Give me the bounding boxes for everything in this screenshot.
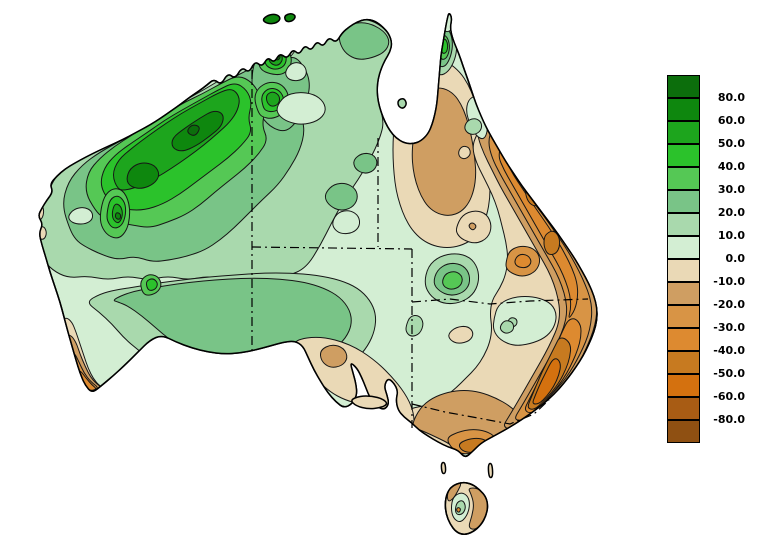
contour-region-pilbara-60-80-west (126, 162, 160, 189)
contour-region-pilbara-above-80 (187, 124, 200, 136)
contour-region-darwin-50-60 (268, 51, 283, 66)
legend-label-60.0: 60.0 (717, 114, 745, 127)
legend-cell-minus80 (667, 397, 700, 420)
contour-hole-arnhem-light (285, 62, 307, 82)
contour-region-qld-coast-minus60-a (530, 184, 542, 200)
state-border-26s (251, 246, 413, 250)
legend-label-50.0: 50.0 (717, 137, 745, 150)
contour-dot-tas-dark (456, 507, 461, 513)
legend-label--60.0: -60.0 (713, 390, 745, 403)
legend-cell-20-to-30 (667, 190, 700, 213)
legend-label--80.0: -80.0 (713, 413, 745, 426)
legend-label-0.0: 0.0 (725, 252, 746, 265)
legend-cell-minus60 (667, 374, 700, 397)
legend-label-10.0: 10.0 (717, 229, 745, 242)
contour-hole-nt-south-light (332, 210, 361, 235)
kangaroo-island (351, 395, 388, 410)
flinders-island (487, 462, 494, 479)
contour-dot-green-b (499, 320, 515, 334)
contour-hole-qld-light-dot (458, 145, 471, 160)
king-island (440, 461, 447, 475)
contour-region-swa-dot-40-50 (145, 278, 158, 291)
contour-region-qld-mid-tan-b (448, 325, 474, 344)
contour-region-nt-patch-a (324, 182, 358, 211)
contour-region-qld-coast-minus50-b (543, 230, 561, 256)
tiwi-island-east (284, 13, 296, 23)
legend-cell-50-to-60 (667, 121, 700, 144)
contour-region-wa-bullseye-60-80 (114, 212, 122, 220)
legend-cell-10-to-20 (667, 213, 700, 236)
legend-label--40.0: -40.0 (713, 344, 745, 357)
contour-region-nt-patch-b (353, 152, 378, 174)
coastline-outline (38, 12, 598, 458)
legend-cell-minus30 (667, 305, 700, 328)
state-border-murray (411, 399, 550, 425)
contour-region-cairns-green-ellipse (464, 118, 483, 135)
legend-cell-0-to-10 (667, 236, 700, 259)
tasmania-outline (444, 481, 489, 535)
legend-cell-30-to-40 (667, 167, 700, 190)
legend-cell-minus20 (667, 282, 700, 305)
tiwi-island-west (262, 13, 281, 25)
mainland-contour-layers (39, 13, 598, 455)
groote-eylandt (397, 98, 407, 109)
legend-label-20.0: 20.0 (717, 206, 745, 219)
legend-label-40.0: 40.0 (717, 160, 745, 173)
legend-cell-minus40 (667, 328, 700, 351)
legend-label--30.0: -30.0 (713, 321, 745, 334)
state-border-qld-nsw (411, 298, 589, 305)
legend-label--20.0: -20.0 (713, 298, 745, 311)
legend-cell-below-80 (667, 420, 700, 443)
contour-region-nsw-minus60-core (532, 358, 561, 405)
contour-dot-green-a (405, 314, 424, 337)
legend-label-30.0: 30.0 (717, 183, 745, 196)
legend-cell-minus10-0 (667, 259, 700, 282)
legend-cell-above-80 (667, 75, 700, 98)
contour-region-sharkbay-tan-a (39, 202, 45, 222)
contour-dot-qld-mid-tan (468, 222, 477, 231)
contour-hole-nt-light (276, 92, 326, 125)
legend-cell-40-to-50 (667, 144, 700, 167)
contour-region-inland-minus40-core (514, 253, 532, 269)
legend-label-80.0: 80.0 (717, 91, 745, 104)
contour-region-arnhem-20-30 (338, 22, 390, 60)
legend-cell-minus50 (667, 351, 700, 374)
tasmania-contour-layers (446, 482, 488, 530)
contour-hole-wa-light (68, 207, 94, 225)
legend-cell-60-to-80 (667, 98, 700, 121)
contour-region-tas-green-core (455, 500, 466, 516)
legend-label--50.0: -50.0 (713, 367, 745, 380)
contour-region-eastcoast-minus40-qld (498, 145, 579, 318)
contour-region-eyre-minus20 (319, 344, 348, 368)
contour-region-nsw-green-30-40 (442, 271, 463, 290)
legend-label--10.0: -10.0 (713, 275, 745, 288)
contour-region-nt-bullseye-50-60 (265, 91, 281, 107)
